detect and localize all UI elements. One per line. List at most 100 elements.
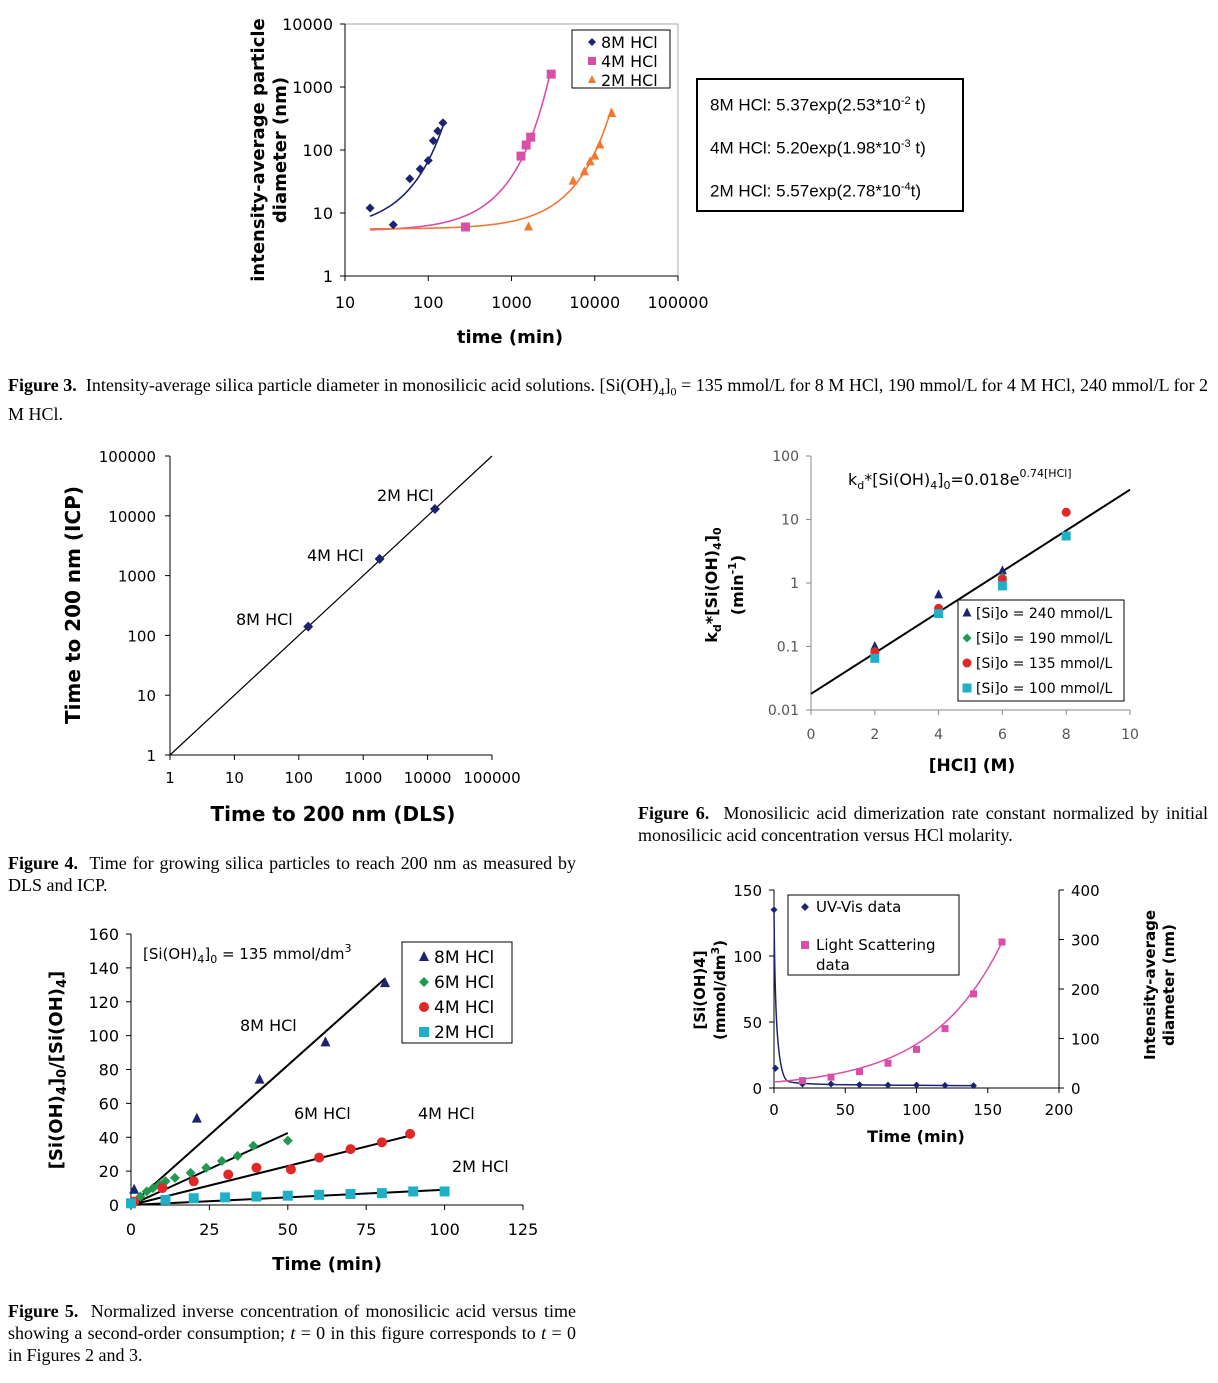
y2-tick-label: 400	[1071, 882, 1100, 900]
data-point	[429, 503, 440, 514]
x-axis-title: Time to 200 nm (DLS)	[211, 802, 456, 826]
y-axis-title: intensity-average particlediameter (nm)	[248, 18, 291, 282]
data-point	[856, 1081, 863, 1089]
data-point	[460, 222, 470, 232]
data-point	[997, 581, 1007, 591]
data-point	[998, 938, 1006, 946]
data-point	[870, 641, 880, 650]
data-point	[376, 1188, 387, 1199]
parity-line	[169, 455, 493, 756]
y-tick-label: 1	[790, 576, 799, 592]
legend-label: data	[816, 956, 850, 974]
y-tick-label: 10000	[108, 508, 156, 526]
data-point	[415, 164, 425, 174]
series-annotation: 8M HCl	[240, 1016, 297, 1035]
legend-label: [Si]o = 190 mmol/L	[976, 631, 1113, 647]
y2-axis-title: Intensity-averagediameter (nm)	[1141, 910, 1178, 1060]
x-axis-title: [HCl] (M)	[929, 756, 1015, 776]
y-tick-label: 0	[752, 1080, 762, 1098]
data-point	[595, 139, 605, 149]
y-tick-label: 1000	[118, 568, 156, 586]
data-point	[546, 69, 556, 79]
data-point	[523, 221, 533, 231]
y-tick-label: 0.1	[777, 640, 799, 656]
legend-label: 8M HCl	[601, 33, 658, 52]
y-tick-label: 10000	[282, 15, 333, 34]
data-point	[320, 1036, 331, 1047]
legend-marker	[419, 951, 429, 961]
data-point	[827, 1073, 835, 1081]
x-tick-label: 1000	[344, 769, 382, 787]
y-tick-label: 100	[88, 1027, 119, 1046]
data-point	[607, 107, 617, 117]
data-point	[374, 553, 385, 564]
fit-line	[810, 488, 1131, 695]
data-point	[376, 1137, 387, 1148]
y-axis-title-unit: (mmol/dm3)	[709, 940, 729, 1040]
data-point	[934, 609, 944, 619]
legend-marker	[962, 683, 972, 693]
legend: 8M HCl 6M HCl 4M HCl 2M HCl	[401, 941, 513, 1044]
x-tick-label: 10000	[569, 293, 620, 312]
data-point	[126, 1198, 136, 1209]
data-point	[913, 1045, 920, 1053]
legend-marker	[588, 38, 596, 46]
x-tick-label: 100	[413, 293, 444, 312]
legend-marker	[419, 977, 429, 987]
y-tick-label: 150	[733, 882, 762, 900]
legend-label: Light Scattering	[816, 936, 936, 954]
x-tick-label: 0	[769, 1101, 779, 1119]
y-tick-label: 0.01	[768, 703, 799, 719]
equation-2m: 2M HCl: 5.57exp(2.78*10-4t)	[710, 181, 922, 201]
legend-marker	[962, 658, 972, 668]
legend-label: 4M HCl	[601, 52, 658, 71]
figure-3-caption: Figure 3. Intensity-average silica parti…	[8, 375, 1209, 424]
data-point	[405, 174, 415, 184]
x-tick-label: 100	[429, 1220, 460, 1239]
data-point	[439, 1186, 450, 1197]
x-axis-title: time (min)	[457, 327, 563, 348]
x-tick-label: 0	[807, 727, 816, 743]
legend-label: 8M HCl	[434, 948, 494, 968]
data-point	[345, 1188, 356, 1199]
data-point	[997, 565, 1007, 575]
y2-tick-label: 300	[1071, 932, 1100, 950]
point-annotation: 4M HCl	[307, 546, 364, 565]
x-axis-title: Time (min)	[867, 1127, 965, 1146]
data-point	[191, 1112, 202, 1123]
figure-6-chart: 0.01 0.1 1 10 100 0 2 4 6 8 10 kd*[Si(OH)4]0=0.018e…	[702, 449, 1139, 776]
point-annotation: 8M HCl	[236, 610, 293, 629]
data-point	[870, 653, 880, 663]
data-point	[408, 1186, 419, 1197]
data-point	[521, 140, 531, 150]
legend: [Si]o = 240 mmol/L [Si]o = 190 mmol/L [Si]…	[957, 599, 1125, 702]
y-tick-label: 100000	[99, 448, 156, 466]
y-tick-label: 0	[109, 1196, 119, 1215]
x-tick-label: 4	[934, 727, 943, 743]
data-point	[433, 126, 443, 136]
legend-label: [Si]o = 240 mmol/L	[976, 606, 1113, 622]
series-annotation: 6M HCl	[294, 1104, 351, 1123]
x-tick-label: 2	[870, 727, 879, 743]
data-point	[1061, 531, 1071, 541]
data-point	[884, 1081, 892, 1089]
x-tick-label: 150	[973, 1101, 1002, 1119]
data-point	[934, 589, 944, 599]
x-tick-label: 100	[284, 769, 313, 787]
x-tick-label: 0	[126, 1220, 136, 1239]
data-point	[251, 1191, 262, 1202]
legend-label: [Si]o = 100 mmol/L	[976, 681, 1113, 697]
legend-label: 4M HCl	[434, 998, 494, 1018]
data-point	[380, 977, 391, 988]
data-point	[188, 1193, 199, 1204]
y-tick-label: 100	[772, 449, 799, 465]
y-tick-label: 80	[99, 1061, 119, 1080]
data-point	[941, 1081, 949, 1089]
legend-marker	[962, 607, 972, 617]
data-point	[856, 1068, 863, 1076]
data-point	[248, 1140, 259, 1151]
y-tick-label: 100	[302, 141, 333, 160]
y2-tick-label: 200	[1071, 981, 1100, 999]
x-axis-title: Time (min)	[272, 1254, 382, 1275]
